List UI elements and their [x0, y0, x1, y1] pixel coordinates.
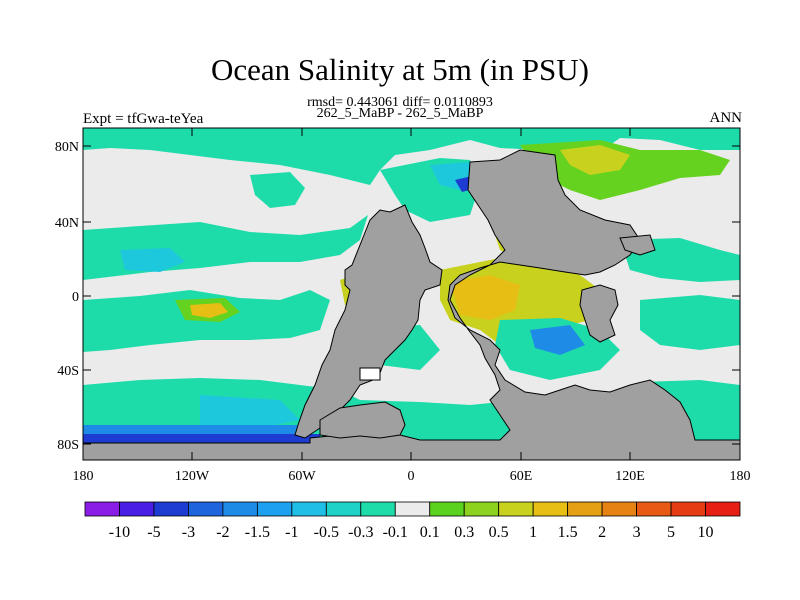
colorbar-label: -3: [182, 524, 195, 541]
y-tick-label: 80N: [55, 140, 79, 155]
colorbar-label: -10: [109, 524, 130, 541]
colorbar-label: 0.5: [489, 524, 509, 541]
x-tick-label: 120E: [615, 469, 645, 484]
antarctica-land: [319, 401, 406, 439]
colorbar-swatch: [119, 501, 155, 517]
colorbar-swatch: [360, 501, 396, 517]
colorbar-label: -1: [285, 524, 298, 541]
colorbar-swatch: [153, 501, 189, 517]
colorbar-label: -0.5: [314, 524, 339, 541]
colorbar-swatch: [291, 501, 327, 517]
colorbar-swatch: [532, 501, 569, 517]
colorbar: -10 -5 -3 -2 -1.5 -1 -0.5 -0.3 -0.1 0.1 0.3 0.5 1 1.5…: [84, 501, 741, 541]
colorbar-label: -0.3: [348, 524, 373, 541]
colorbar-swatch: [705, 501, 741, 517]
y-tick-label: 80S: [57, 438, 79, 453]
colorbar-label: -1.5: [245, 524, 270, 541]
x-tick-label: 120W: [175, 469, 210, 484]
colorbar-label: 3: [633, 524, 641, 541]
north-pacific-cyan: [120, 248, 185, 272]
land-masses: [83, 149, 740, 460]
indian-ocean-blue: [530, 325, 585, 355]
x-tick-label: 60W: [288, 469, 316, 484]
australia-land: [579, 284, 619, 343]
colorbar-swatch: [463, 501, 500, 517]
southern-ocean-cyan: [200, 395, 300, 430]
x-tick-label: 180: [73, 469, 94, 484]
colorbar-label: 1: [529, 524, 537, 541]
colorbar-swatch: [670, 501, 706, 517]
y-tick-label: 0: [72, 290, 79, 305]
colorbar-label: 0.3: [454, 524, 474, 541]
eurasia-africa-land: [83, 149, 740, 460]
colorbar-swatch: [256, 501, 293, 517]
x-axis: 180 120W 60W 0 60E 120E 180: [73, 128, 751, 484]
colorbar-label: -0.1: [383, 524, 408, 541]
y-axis: 80N 40N 0 40S 80S: [55, 140, 740, 453]
white-patch: [359, 367, 381, 381]
colorbar-label: 10: [698, 524, 714, 541]
colorbar-swatch: [636, 501, 672, 517]
indian-ocean-orange: [450, 275, 520, 320]
x-tick-label: 0: [408, 469, 415, 484]
colorbar-label: -5: [147, 524, 160, 541]
colorbar-swatch: [429, 501, 465, 517]
comparison-label: 262_5_MaBP - 262_5_MaBP: [316, 106, 484, 121]
x-tick-label: 60E: [510, 469, 533, 484]
colorbar-label: 2: [598, 524, 606, 541]
page-title: Ocean Salinity at 5m (in PSU): [211, 52, 589, 87]
colorbar-label: -2: [216, 524, 229, 541]
equatorial-orange: [190, 303, 228, 318]
antarctic-deep-blue: [83, 434, 320, 443]
stats-line: rmsd= 0.443061 diff= 0.0110893: [307, 95, 493, 110]
east-pacific-teal: [640, 295, 740, 350]
colorbar-label: 5: [667, 524, 675, 541]
colorbar-swatch: [601, 501, 637, 517]
colorbar-swatch: [84, 501, 120, 517]
y-tick-label: 40S: [57, 364, 79, 379]
colorbar-swatch: [394, 501, 431, 517]
colorbar-swatch: [325, 501, 362, 517]
season-label: ANN: [709, 110, 743, 126]
map-field: [83, 128, 740, 460]
colorbar-swatch: [188, 501, 224, 517]
north-pacific-teal-patch: [250, 172, 305, 208]
indonesia-land: [619, 234, 656, 256]
colorbar-label: 1.5: [558, 524, 578, 541]
y-tick-label: 40N: [55, 216, 79, 231]
x-tick-label: 180: [730, 469, 751, 484]
experiment-label: Expt = tfGwa-teYea: [83, 111, 204, 127]
colorbar-label: 0.1: [420, 524, 440, 541]
colorbar-swatch: [498, 501, 534, 517]
siberian-shelf-yellow: [560, 145, 630, 175]
colorbar-swatch: [222, 501, 258, 517]
colorbar-swatch: [567, 501, 603, 517]
